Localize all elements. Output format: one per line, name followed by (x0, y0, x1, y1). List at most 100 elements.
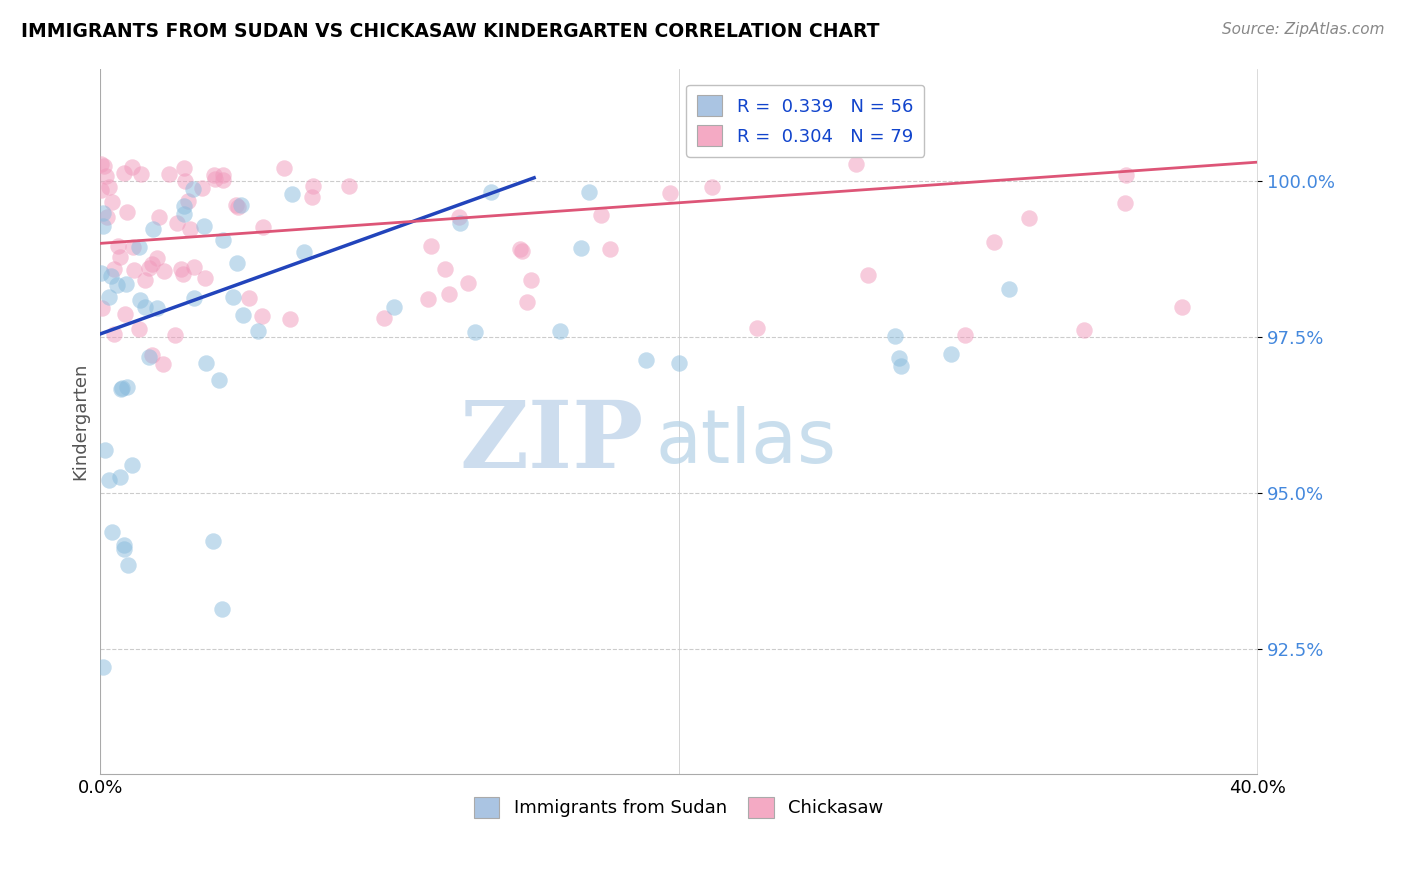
Point (433, 262, 456, 277)
Point (91, 659, 114, 673)
Point (225, 197, 247, 211)
Point (419, 238, 441, 252)
Point (111, 381, 134, 395)
Point (278, 312, 301, 326)
Point (100, 268, 122, 283)
Point (134, 300, 156, 314)
Point (112, 538, 135, 552)
Point (183, 260, 205, 274)
Text: IMMIGRANTS FROM SUDAN VS CHICKASAW KINDERGARTEN CORRELATION CHART: IMMIGRANTS FROM SUDAN VS CHICKASAW KINDE… (21, 22, 880, 41)
Point (110, 470, 132, 484)
Point (101, 525, 124, 540)
Point (166, 216, 188, 230)
Point (208, 374, 231, 388)
Point (98, 180, 121, 194)
Point (509, 242, 531, 256)
Point (702, 180, 724, 194)
Point (373, 311, 395, 326)
Point (211, 233, 233, 247)
Point (252, 219, 274, 234)
Point (90, 157, 112, 171)
Point (292, 244, 315, 259)
Point (437, 287, 460, 301)
Point (569, 241, 592, 255)
Point (176, 194, 198, 208)
Point (183, 291, 205, 305)
Point (548, 325, 571, 339)
Point (939, 347, 962, 361)
Point (107, 238, 129, 252)
Text: atlas: atlas (655, 406, 837, 479)
Point (191, 181, 214, 195)
Point (138, 350, 160, 364)
Point (238, 291, 260, 305)
Point (169, 261, 191, 276)
Point (479, 185, 502, 199)
Point (90, 301, 112, 315)
Point (101, 194, 124, 209)
Point (890, 359, 912, 374)
Point (449, 216, 471, 230)
Point (114, 542, 136, 557)
Point (229, 198, 252, 212)
Point (138, 260, 160, 275)
Point (141, 348, 163, 362)
Point (108, 250, 131, 264)
Point (636, 353, 658, 368)
Text: Source: ZipAtlas.com: Source: ZipAtlas.com (1222, 22, 1385, 37)
Point (659, 186, 682, 201)
Point (212, 172, 235, 186)
Point (599, 242, 621, 256)
Point (578, 185, 600, 199)
Point (1170, 300, 1192, 314)
Point (114, 307, 136, 321)
Point (202, 168, 225, 182)
Point (179, 221, 201, 235)
Point (745, 320, 768, 334)
Point (157, 167, 180, 181)
Point (273, 161, 295, 175)
Point (115, 277, 138, 292)
Point (250, 309, 273, 323)
Point (112, 166, 135, 180)
Point (668, 356, 690, 370)
Point (134, 273, 156, 287)
Point (94, 443, 117, 458)
Point (142, 222, 165, 236)
Legend: Immigrants from Sudan, Chickasaw: Immigrants from Sudan, Chickasaw (467, 789, 890, 825)
Point (121, 240, 143, 254)
Point (1073, 323, 1095, 337)
Point (232, 308, 254, 322)
Point (172, 267, 194, 281)
Text: ZIP: ZIP (460, 398, 644, 488)
Point (117, 558, 139, 572)
Point (382, 300, 405, 314)
Point (129, 167, 152, 181)
Point (128, 322, 150, 336)
Point (845, 157, 868, 171)
Point (204, 172, 226, 186)
Point (97, 473, 120, 487)
Point (90, 266, 112, 280)
Point (222, 290, 245, 304)
Point (195, 355, 218, 369)
Point (121, 458, 143, 473)
Point (246, 324, 269, 338)
Point (90, 183, 112, 197)
Point (94, 169, 117, 183)
Point (512, 244, 534, 258)
Point (887, 351, 910, 366)
Point (953, 328, 976, 343)
Point (858, 268, 880, 282)
Point (983, 235, 1005, 249)
Point (91, 206, 114, 220)
Point (883, 328, 905, 343)
Point (96, 210, 118, 224)
Point (128, 240, 150, 254)
Point (173, 174, 195, 188)
Point (110, 382, 132, 396)
Point (418, 292, 440, 306)
Point (1115, 169, 1137, 183)
Point (165, 327, 187, 342)
Point (152, 357, 174, 371)
